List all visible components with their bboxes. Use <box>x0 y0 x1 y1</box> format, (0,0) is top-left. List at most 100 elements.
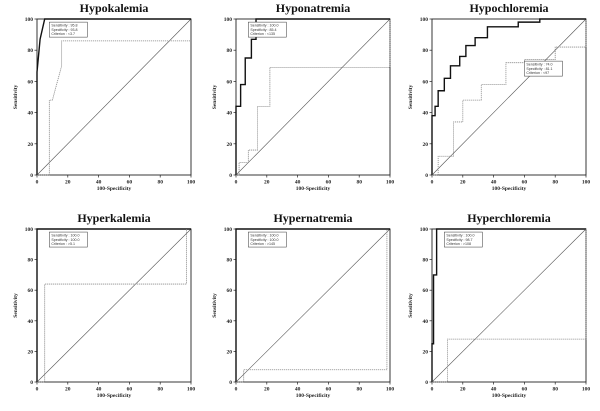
x-tick-label: 20 <box>264 180 270 186</box>
y-tick-label: 80 <box>28 258 34 264</box>
y-tick-label: 20 <box>227 142 233 148</box>
reference-diagonal <box>431 228 587 383</box>
y-tick-label: 60 <box>227 288 233 294</box>
panel-title: Hypernatremia <box>273 211 352 225</box>
x-axis-label: 100-Specificity <box>492 393 527 399</box>
x-tick-label: 20 <box>460 387 466 393</box>
y-tick-label: 60 <box>28 79 34 85</box>
x-tick-label: 60 <box>326 387 332 393</box>
x-axis-label: 100-Specificity <box>492 186 527 192</box>
x-tick-label: 20 <box>65 180 71 186</box>
roc-curve-dotted <box>236 19 391 176</box>
stats-box-line: Specificity : 93.8 <box>51 28 77 32</box>
reference-diagonal <box>36 228 192 383</box>
y-tick-label: 20 <box>423 142 429 148</box>
y-tick-label: 100 <box>224 17 233 23</box>
x-tick-label: 40 <box>295 180 301 186</box>
x-tick-label: 40 <box>295 387 301 393</box>
x-tick-label: 40 <box>96 387 102 393</box>
y-tick-label: 60 <box>28 288 34 294</box>
y-tick-label: 0 <box>30 380 33 386</box>
reference-diagonal <box>235 228 391 383</box>
y-tick-label: 100 <box>25 17 34 23</box>
x-tick-label: 60 <box>522 180 528 186</box>
x-tick-label: 80 <box>157 387 163 393</box>
y-tick-label: 20 <box>227 349 233 355</box>
roc-curve-solid <box>431 228 586 382</box>
x-tick-label: 80 <box>552 387 558 393</box>
x-tick-label: 100 <box>582 180 591 186</box>
roc-curve-solid <box>235 228 390 382</box>
x-tick-label: 100 <box>386 387 395 393</box>
x-tick-label: 0 <box>235 387 238 393</box>
y-tick-label: 100 <box>224 227 233 233</box>
stats-box <box>524 60 563 77</box>
x-tick-label: 100 <box>582 387 591 393</box>
stats-box <box>248 231 287 248</box>
x-tick-label: 20 <box>65 387 71 393</box>
y-tick-label: 80 <box>227 258 233 264</box>
x-tick-label: 100 <box>187 180 196 186</box>
x-tick-label: 0 <box>36 387 39 393</box>
stats-box-line: Specificity : 81.1 <box>526 67 552 71</box>
y-tick-label: 20 <box>28 349 34 355</box>
y-tick-label: 80 <box>423 48 429 54</box>
x-tick-label: 100 <box>187 387 196 393</box>
x-tick-label: 60 <box>326 180 332 186</box>
y-tick-label: 60 <box>227 79 233 85</box>
x-tick-label: 40 <box>96 180 102 186</box>
roc-curve-solid <box>36 18 191 175</box>
roc-curve-dotted <box>432 19 587 176</box>
x-tick-label: 60 <box>127 387 133 393</box>
stats-box-line: Specificity : 98.7 <box>446 238 472 242</box>
roc-curve-dotted <box>37 40 191 176</box>
roc-curve-solid <box>36 228 191 382</box>
stats-box-line: Sensitivity : 74.0 <box>526 63 552 67</box>
roc-curve-solid <box>431 18 586 175</box>
y-axis-label: Sensitivity <box>13 293 19 318</box>
roc-panel: Hyperkalemia 00 20 20 40 40 60 60 80 80 100 100 100-… <box>13 211 195 399</box>
roc-curve-dotted <box>432 229 587 383</box>
panel-title: Hypokalemia <box>80 1 149 15</box>
y-tick-label: 0 <box>30 173 33 179</box>
reference-diagonal <box>431 18 587 176</box>
y-tick-label: 40 <box>423 111 429 117</box>
x-tick-label: 0 <box>235 180 238 186</box>
x-tick-label: 80 <box>356 180 362 186</box>
stats-box-line: Criterion : >145 <box>250 242 275 246</box>
y-tick-label: 40 <box>28 319 34 325</box>
stats-box-line: Sensitivity : 100.0 <box>51 234 79 238</box>
y-axis-label: Sensitivity <box>212 293 218 318</box>
y-axis-label: Sensitivity <box>408 293 414 318</box>
stats-box-line: Sensitivity : 100.0 <box>250 24 278 28</box>
x-tick-label: 20 <box>264 387 270 393</box>
x-axis-label: 100-Specificity <box>97 186 132 192</box>
panel-title: Hyponatremia <box>276 1 350 15</box>
stats-box-line: Criterion : >108 <box>446 242 471 246</box>
roc-panel: Hypernatremia 00 20 20 40 40 60 60 80 80 100 100 100… <box>212 211 394 399</box>
x-tick-label: 80 <box>157 180 163 186</box>
panel-title: Hyperkalemia <box>77 211 150 225</box>
stats-box <box>248 21 287 38</box>
y-tick-label: 100 <box>420 17 429 23</box>
y-axis-label: Sensitivity <box>13 85 19 110</box>
roc-curve-dotted <box>37 229 187 383</box>
x-tick-label: 100 <box>386 180 395 186</box>
stats-box-line: Sensitivity : 100.0 <box>446 234 474 238</box>
x-tick-label: 40 <box>491 180 497 186</box>
y-tick-label: 40 <box>28 111 34 117</box>
x-axis-label: 100-Specificity <box>97 393 132 399</box>
stats-box-line: Sensitivity : 100.0 <box>250 234 278 238</box>
y-axis-label: Sensitivity <box>408 85 414 110</box>
stats-box-line: Sensitivity : 95.8 <box>51 24 77 28</box>
stats-box-line: Criterion : <3.7 <box>51 32 75 36</box>
y-axis-label: Sensitivity <box>212 85 218 110</box>
stats-box <box>444 231 483 248</box>
y-tick-label: 60 <box>423 288 429 294</box>
roc-panel: Hyperchloremia 00 20 20 40 40 60 60 80 80 100 100 10… <box>408 211 590 399</box>
y-tick-label: 20 <box>28 142 34 148</box>
y-tick-label: 20 <box>423 349 429 355</box>
roc-panel: Hypochloremia 00 20 20 40 40 60 60 80 80 100 100 100… <box>408 1 590 192</box>
roc-panel: Hyponatremia 00 20 20 40 40 60 60 80 80 100 100 100-… <box>212 1 394 192</box>
y-tick-label: 0 <box>229 173 232 179</box>
